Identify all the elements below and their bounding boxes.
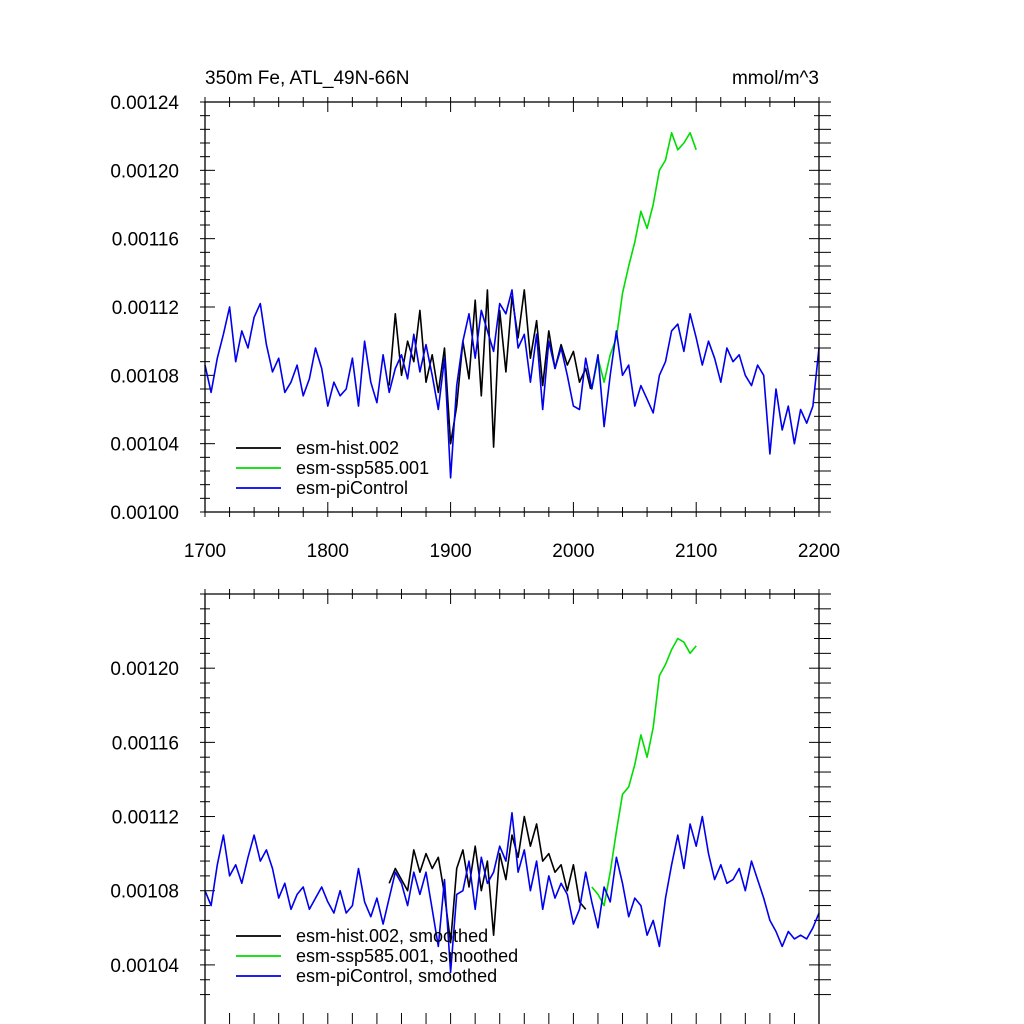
x-tick-label: 1900	[429, 541, 471, 562]
y-tick-label: 0.00100	[110, 503, 179, 524]
y-tick-label: 0.00112	[112, 808, 179, 829]
x-tick-label: 2000	[552, 541, 594, 562]
legend-label-3: esm-piControl, smoothed	[296, 966, 497, 986]
top-panel-units: mmol/m^3	[732, 68, 819, 89]
x-tick-label: 1700	[184, 541, 226, 562]
legend-label-2: esm-ssp585.001, smoothed	[296, 946, 518, 966]
top-panel-title: 350m Fe, ATL_49N-66N	[205, 68, 410, 89]
y-tick-label: 0.00112	[112, 298, 179, 319]
legend-label-1: esm-hist.002, smoothed	[296, 926, 488, 946]
legend-label-2: esm-ssp585.001	[296, 458, 429, 478]
series-line-3	[204, 811, 820, 974]
y-tick-label: 0.00116	[112, 733, 179, 754]
top-plot-frame	[204, 101, 820, 513]
legend-label-3: esm-piControl	[296, 478, 408, 498]
legend-label-1: esm-hist.002	[296, 438, 399, 458]
bottom-panel: 0.00104 0.00108 0.00112 0.00116 0.00120 esm-…	[110, 589, 831, 1024]
y-tick-label: 0.00120	[110, 659, 179, 680]
y-tick-label: 0.00124	[110, 93, 179, 114]
series-line-3	[204, 289, 820, 479]
series-line-2	[591, 637, 697, 907]
x-tick-label: 2100	[675, 541, 717, 562]
y-tick-label: 0.00108	[110, 882, 179, 903]
y-tick-label: 0.00104	[110, 435, 179, 456]
x-tick-label: 2200	[798, 541, 840, 562]
series-line-2	[591, 132, 697, 390]
y-tick-label: 0.00120	[110, 161, 179, 182]
top-panel: 350m Fe, ATL_49N-66N mmol/m^3 1700 1800 19…	[110, 68, 840, 562]
x-tick-label: 1800	[307, 541, 349, 562]
y-tick-label: 0.00116	[112, 230, 179, 251]
series-line-1	[388, 815, 587, 944]
y-tick-label: 0.00104	[110, 956, 179, 977]
y-tick-label: 0.00108	[110, 366, 179, 387]
